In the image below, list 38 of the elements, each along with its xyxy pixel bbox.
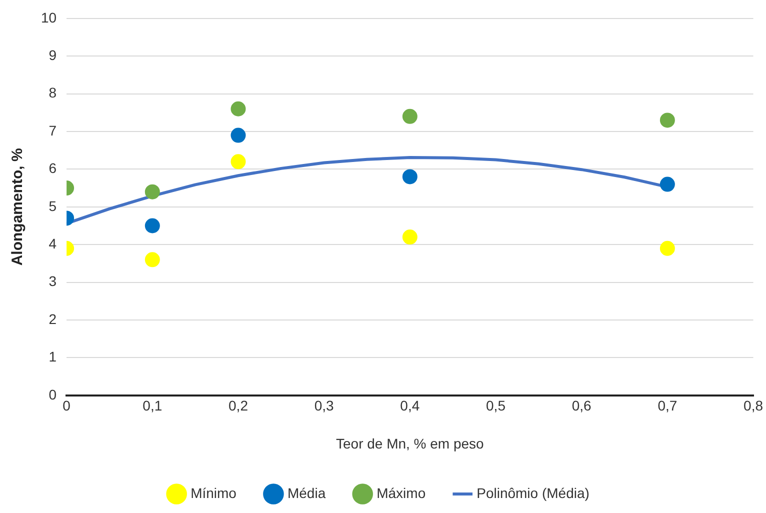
point — [402, 230, 418, 245]
point — [402, 108, 418, 124]
legend-label: Polinômio (Média) — [476, 484, 590, 501]
point — [660, 176, 675, 192]
point — [144, 218, 160, 234]
point — [230, 101, 246, 116]
x-tick-label: 0 — [62, 398, 71, 414]
y-tick-label: 0 — [48, 386, 57, 402]
x-tick-label: 0,6 — [572, 398, 592, 414]
y-tick-label: 7 — [48, 122, 57, 138]
x-tick-label: 0,3 — [314, 398, 334, 414]
point — [144, 252, 160, 268]
y-tick-label: 1 — [48, 348, 57, 365]
legend-label: Máximo — [376, 484, 426, 501]
point — [402, 169, 418, 184]
point — [230, 154, 246, 170]
y-tick-label: 8 — [48, 84, 57, 101]
y-tick-label: 3 — [48, 273, 57, 290]
x-tick-label: 0,1 — [142, 398, 162, 414]
x-axis-title: Teor de Mn, % em peso — [336, 435, 484, 452]
y-tick-label: 2 — [48, 310, 57, 327]
point — [660, 240, 675, 256]
point — [144, 184, 160, 200]
y-tick-label: 10 — [40, 9, 57, 26]
y-tick-label: 5 — [48, 198, 57, 214]
legend-label: Mínimo — [190, 484, 237, 501]
point — [230, 128, 246, 143]
y-tick-label: 6 — [48, 160, 57, 176]
y-axis-title: Alongamento, % — [9, 148, 26, 266]
x-tick-label: 0,5 — [486, 398, 506, 414]
y-tick-label: 4 — [48, 235, 57, 252]
x-tick-label: 0,7 — [658, 398, 678, 414]
y-tick-label: 9 — [48, 46, 57, 63]
legend-label: Média — [287, 484, 326, 501]
point — [660, 112, 675, 128]
x-tick-label: 0,8 — [744, 398, 764, 414]
x-tick-label: 0,4 — [400, 398, 420, 414]
x-tick-label: 0,2 — [228, 398, 248, 414]
